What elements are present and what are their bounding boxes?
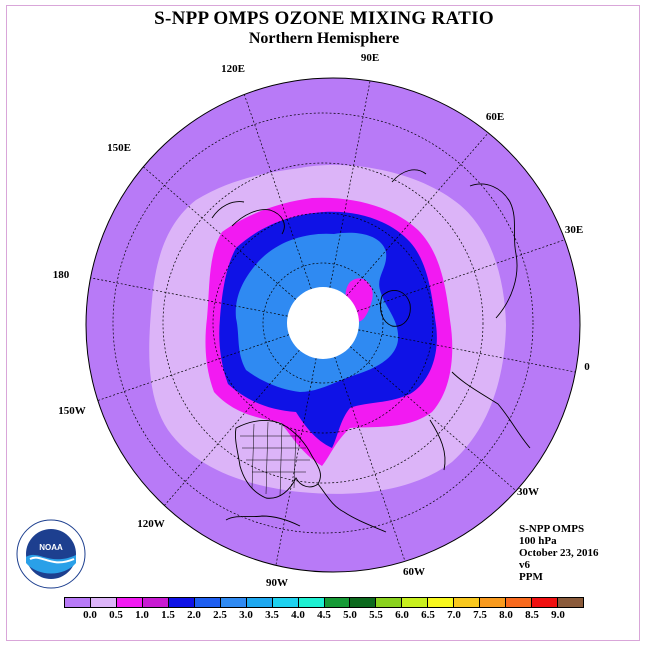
colorbar-segment [90,598,117,607]
colorbar [64,597,584,608]
colorbar-segment [480,598,507,607]
us-state-borders [240,421,310,497]
info-line-instrument: S-NPP OMPS [519,523,585,535]
meridian-line [86,269,288,317]
map-disk-outline [85,77,581,573]
colorbar-tick-label: 1.5 [161,609,175,621]
lon-label-30w: 30W [517,486,539,498]
lon-label-120e: 120E [221,63,245,75]
info-line-version: v6 [519,559,530,571]
colorbar-segment [272,598,299,607]
colorbar-tick-label: 0.0 [83,609,97,621]
colorbar-segment [65,598,91,607]
meridian-line [139,349,300,535]
colorbar-segment [298,598,325,607]
meridian-line [358,329,580,377]
colorbar-segment [428,598,455,607]
colorbar-segment [402,598,429,607]
lon-label-60w: 60W [403,566,425,578]
longitude-labels: 90E 60E 30E 0 30W 60W 90W 120W 150W 180 … [53,52,591,589]
info-line-units: PPM [519,571,543,583]
meridian-line [346,111,507,297]
lon-label-180: 180 [53,269,70,281]
colorbar-tick-label: 4.0 [291,609,305,621]
colorbar-segment [558,598,584,607]
colorbar-segment [194,598,221,607]
colorbar-tick-label: 0.5 [109,609,123,621]
coastlines [211,169,531,533]
lon-label-90w: 90W [266,577,288,589]
colorbar-segment [168,598,195,607]
colorbar-tick-label: 9.0 [551,609,565,621]
colorbar-segment [532,598,559,607]
colorbar-tick-label: 3.5 [265,609,279,621]
colorbar-segment [506,598,533,607]
info-line-pressure: 100 hPa [519,535,557,547]
lon-label-0: 0 [584,361,590,373]
noaa-logo-text: NOAA [39,543,63,552]
meridian-line [356,231,580,312]
lon-label-150e: 150E [107,142,131,154]
colorbar-tick-label: 6.0 [395,609,409,621]
meridian-line [111,139,297,300]
colorbar-tick-label: 7.0 [447,609,461,621]
colorbar-tick-label: 7.5 [473,609,487,621]
noaa-logo: NOAA [16,519,86,589]
colorbar-segment [142,598,169,607]
colorbar-segment [324,598,351,607]
colorbar-tick-label: 2.5 [213,609,227,621]
polar-data-gap [287,287,359,359]
colorbar-segment [454,598,481,607]
meridian-line [329,78,377,288]
latitude-circle [112,112,534,534]
meridian-line [349,346,535,507]
product-info: S-NPP OMPS 100 hPa October 23, 2016 v6 P… [519,523,599,583]
meridian-line [334,356,415,572]
colorbar-tick-label: 4.5 [317,609,331,621]
latitude-circle [162,162,484,484]
lon-label-150w: 150W [58,405,86,417]
info-line-date: October 23, 2016 [519,547,599,559]
meridian-line [231,78,312,290]
colorbar-tick-label: 5.5 [369,609,383,621]
lon-label-60e: 60E [486,111,504,123]
colorbar-segment [376,598,403,607]
meridian-line [269,358,317,572]
colorbar-tick-label: 5.0 [343,609,357,621]
colorbar-tick-label: 6.5 [421,609,435,621]
colorbar-labels: 0.0 0.5 1.0 1.5 2.0 2.5 3.0 3.5 4.0 4.5 5.0 5.5 6.0 6… [64,609,584,623]
colorbar-tick-label: 2.0 [187,609,201,621]
colorbar-tick-label: 8.5 [525,609,539,621]
colorbar-tick-label: 3.0 [239,609,253,621]
colorbar-segment [246,598,273,607]
meridian-line [86,334,290,415]
colorbar-segment [350,598,377,607]
colorbar-tick-label: 8.0 [499,609,513,621]
lon-label-30e: 30E [565,224,583,236]
map-subtitle: Northern Hemisphere [248,30,400,47]
latitude-circle [262,262,384,384]
map-title: S-NPP OMPS OZONE MIXING RATIO [154,8,494,29]
figure-frame [6,5,640,641]
colorbar-segment [220,598,247,607]
graticule [86,78,580,572]
colorbar-segment [116,598,143,607]
latitude-circle [212,212,434,434]
lon-label-120w: 120W [137,518,165,530]
lon-label-90e: 90E [361,52,379,64]
colorbar-tick-label: 1.0 [135,609,149,621]
noaa-emblem: NOAA [16,519,86,589]
